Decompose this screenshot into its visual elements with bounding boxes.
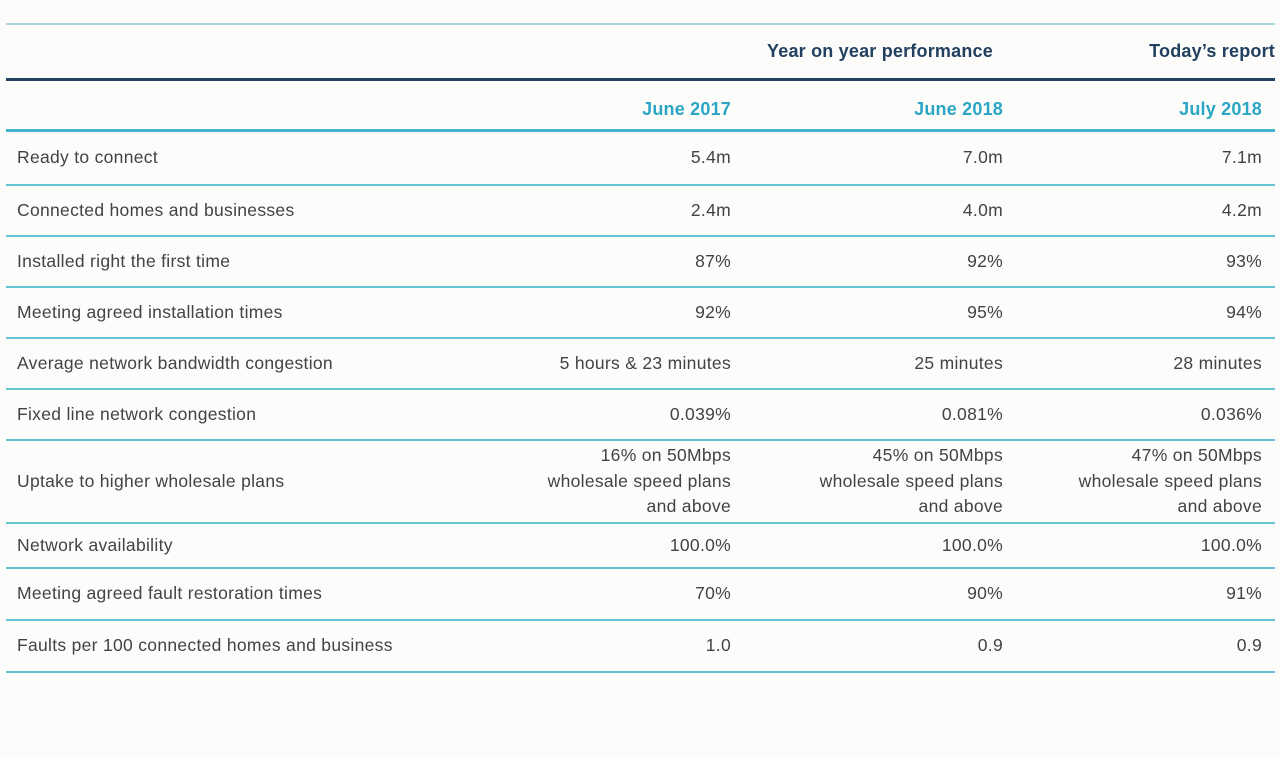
dates-header-spacer bbox=[6, 79, 449, 132]
row-value: 7.0m bbox=[744, 130, 1016, 186]
row-label: Network availability bbox=[6, 523, 449, 569]
row-label: Installed right the first time bbox=[6, 236, 449, 288]
group-header-todays-report: Today’s report bbox=[1016, 23, 1275, 81]
row-value: 4.0m bbox=[744, 185, 1016, 237]
row-value: 47% on 50Mbps wholesale speed plans and … bbox=[1016, 440, 1275, 524]
row-value: 2.4m bbox=[449, 185, 744, 237]
group-header-spacer bbox=[6, 23, 744, 81]
column-header-june-2017: June 2017 bbox=[449, 79, 744, 132]
row-value: 87% bbox=[449, 236, 744, 288]
row-value: 0.9 bbox=[744, 620, 1016, 673]
table-row: Ready to connect 5.4m 7.0m 7.1m bbox=[6, 130, 1275, 186]
row-value: 100.0% bbox=[744, 523, 1016, 569]
row-value: 70% bbox=[449, 568, 744, 621]
table-row: Faults per 100 connected homes and busin… bbox=[6, 620, 1275, 673]
row-value: 25 minutes bbox=[744, 338, 1016, 390]
column-header-june-2018: June 2018 bbox=[744, 79, 1016, 132]
row-label: Meeting agreed fault restoration times bbox=[6, 568, 449, 621]
row-label: Connected homes and businesses bbox=[6, 185, 449, 237]
row-label: Uptake to higher wholesale plans bbox=[6, 440, 449, 524]
row-label: Faults per 100 connected homes and busin… bbox=[6, 620, 449, 673]
row-value: 91% bbox=[1016, 568, 1275, 621]
row-value: 16% on 50Mbps wholesale speed plans and … bbox=[449, 440, 744, 524]
table-row: Average network bandwidth congestion 5 h… bbox=[6, 338, 1275, 390]
group-header-year-on-year: Year on year performance bbox=[744, 23, 1016, 81]
dates-header-row: June 2017 June 2018 July 2018 bbox=[6, 79, 1275, 132]
row-value: 5.4m bbox=[449, 130, 744, 186]
row-value: 5 hours & 23 minutes bbox=[449, 338, 744, 390]
row-label: Ready to connect bbox=[6, 130, 449, 186]
table-row: Installed right the first time 87% 92% 9… bbox=[6, 236, 1275, 288]
row-label: Average network bandwidth congestion bbox=[6, 338, 449, 390]
table-row: Uptake to higher wholesale plans 16% on … bbox=[6, 440, 1275, 524]
row-value: 100.0% bbox=[1016, 523, 1275, 569]
row-value: 0.081% bbox=[744, 389, 1016, 441]
row-value: 7.1m bbox=[1016, 130, 1275, 186]
row-value: 92% bbox=[449, 287, 744, 339]
table-row: Network availability 100.0% 100.0% 100.0… bbox=[6, 523, 1275, 569]
table-row: Connected homes and businesses 2.4m 4.0m… bbox=[6, 185, 1275, 237]
row-label: Fixed line network congestion bbox=[6, 389, 449, 441]
table-row: Fixed line network congestion 0.039% 0.0… bbox=[6, 389, 1275, 441]
group-header-row: Year on year performance Today’s report bbox=[6, 23, 1275, 81]
row-value: 93% bbox=[1016, 236, 1275, 288]
row-value: 92% bbox=[744, 236, 1016, 288]
row-value: 90% bbox=[744, 568, 1016, 621]
row-value: 4.2m bbox=[1016, 185, 1275, 237]
row-label: Meeting agreed installation times bbox=[6, 287, 449, 339]
row-value: 0.9 bbox=[1016, 620, 1275, 673]
row-value: 0.036% bbox=[1016, 389, 1275, 441]
table-row: Meeting agreed installation times 92% 95… bbox=[6, 287, 1275, 339]
row-value: 100.0% bbox=[449, 523, 744, 569]
performance-report-table: Year on year performance Today’s report … bbox=[6, 23, 1275, 673]
row-value: 94% bbox=[1016, 287, 1275, 339]
table-row: Meeting agreed fault restoration times 7… bbox=[6, 568, 1275, 621]
row-value: 95% bbox=[744, 287, 1016, 339]
row-value: 28 minutes bbox=[1016, 338, 1275, 390]
column-header-july-2018: July 2018 bbox=[1016, 79, 1275, 132]
row-value: 0.039% bbox=[449, 389, 744, 441]
row-value: 1.0 bbox=[449, 620, 744, 673]
row-value: 45% on 50Mbps wholesale speed plans and … bbox=[744, 440, 1016, 524]
